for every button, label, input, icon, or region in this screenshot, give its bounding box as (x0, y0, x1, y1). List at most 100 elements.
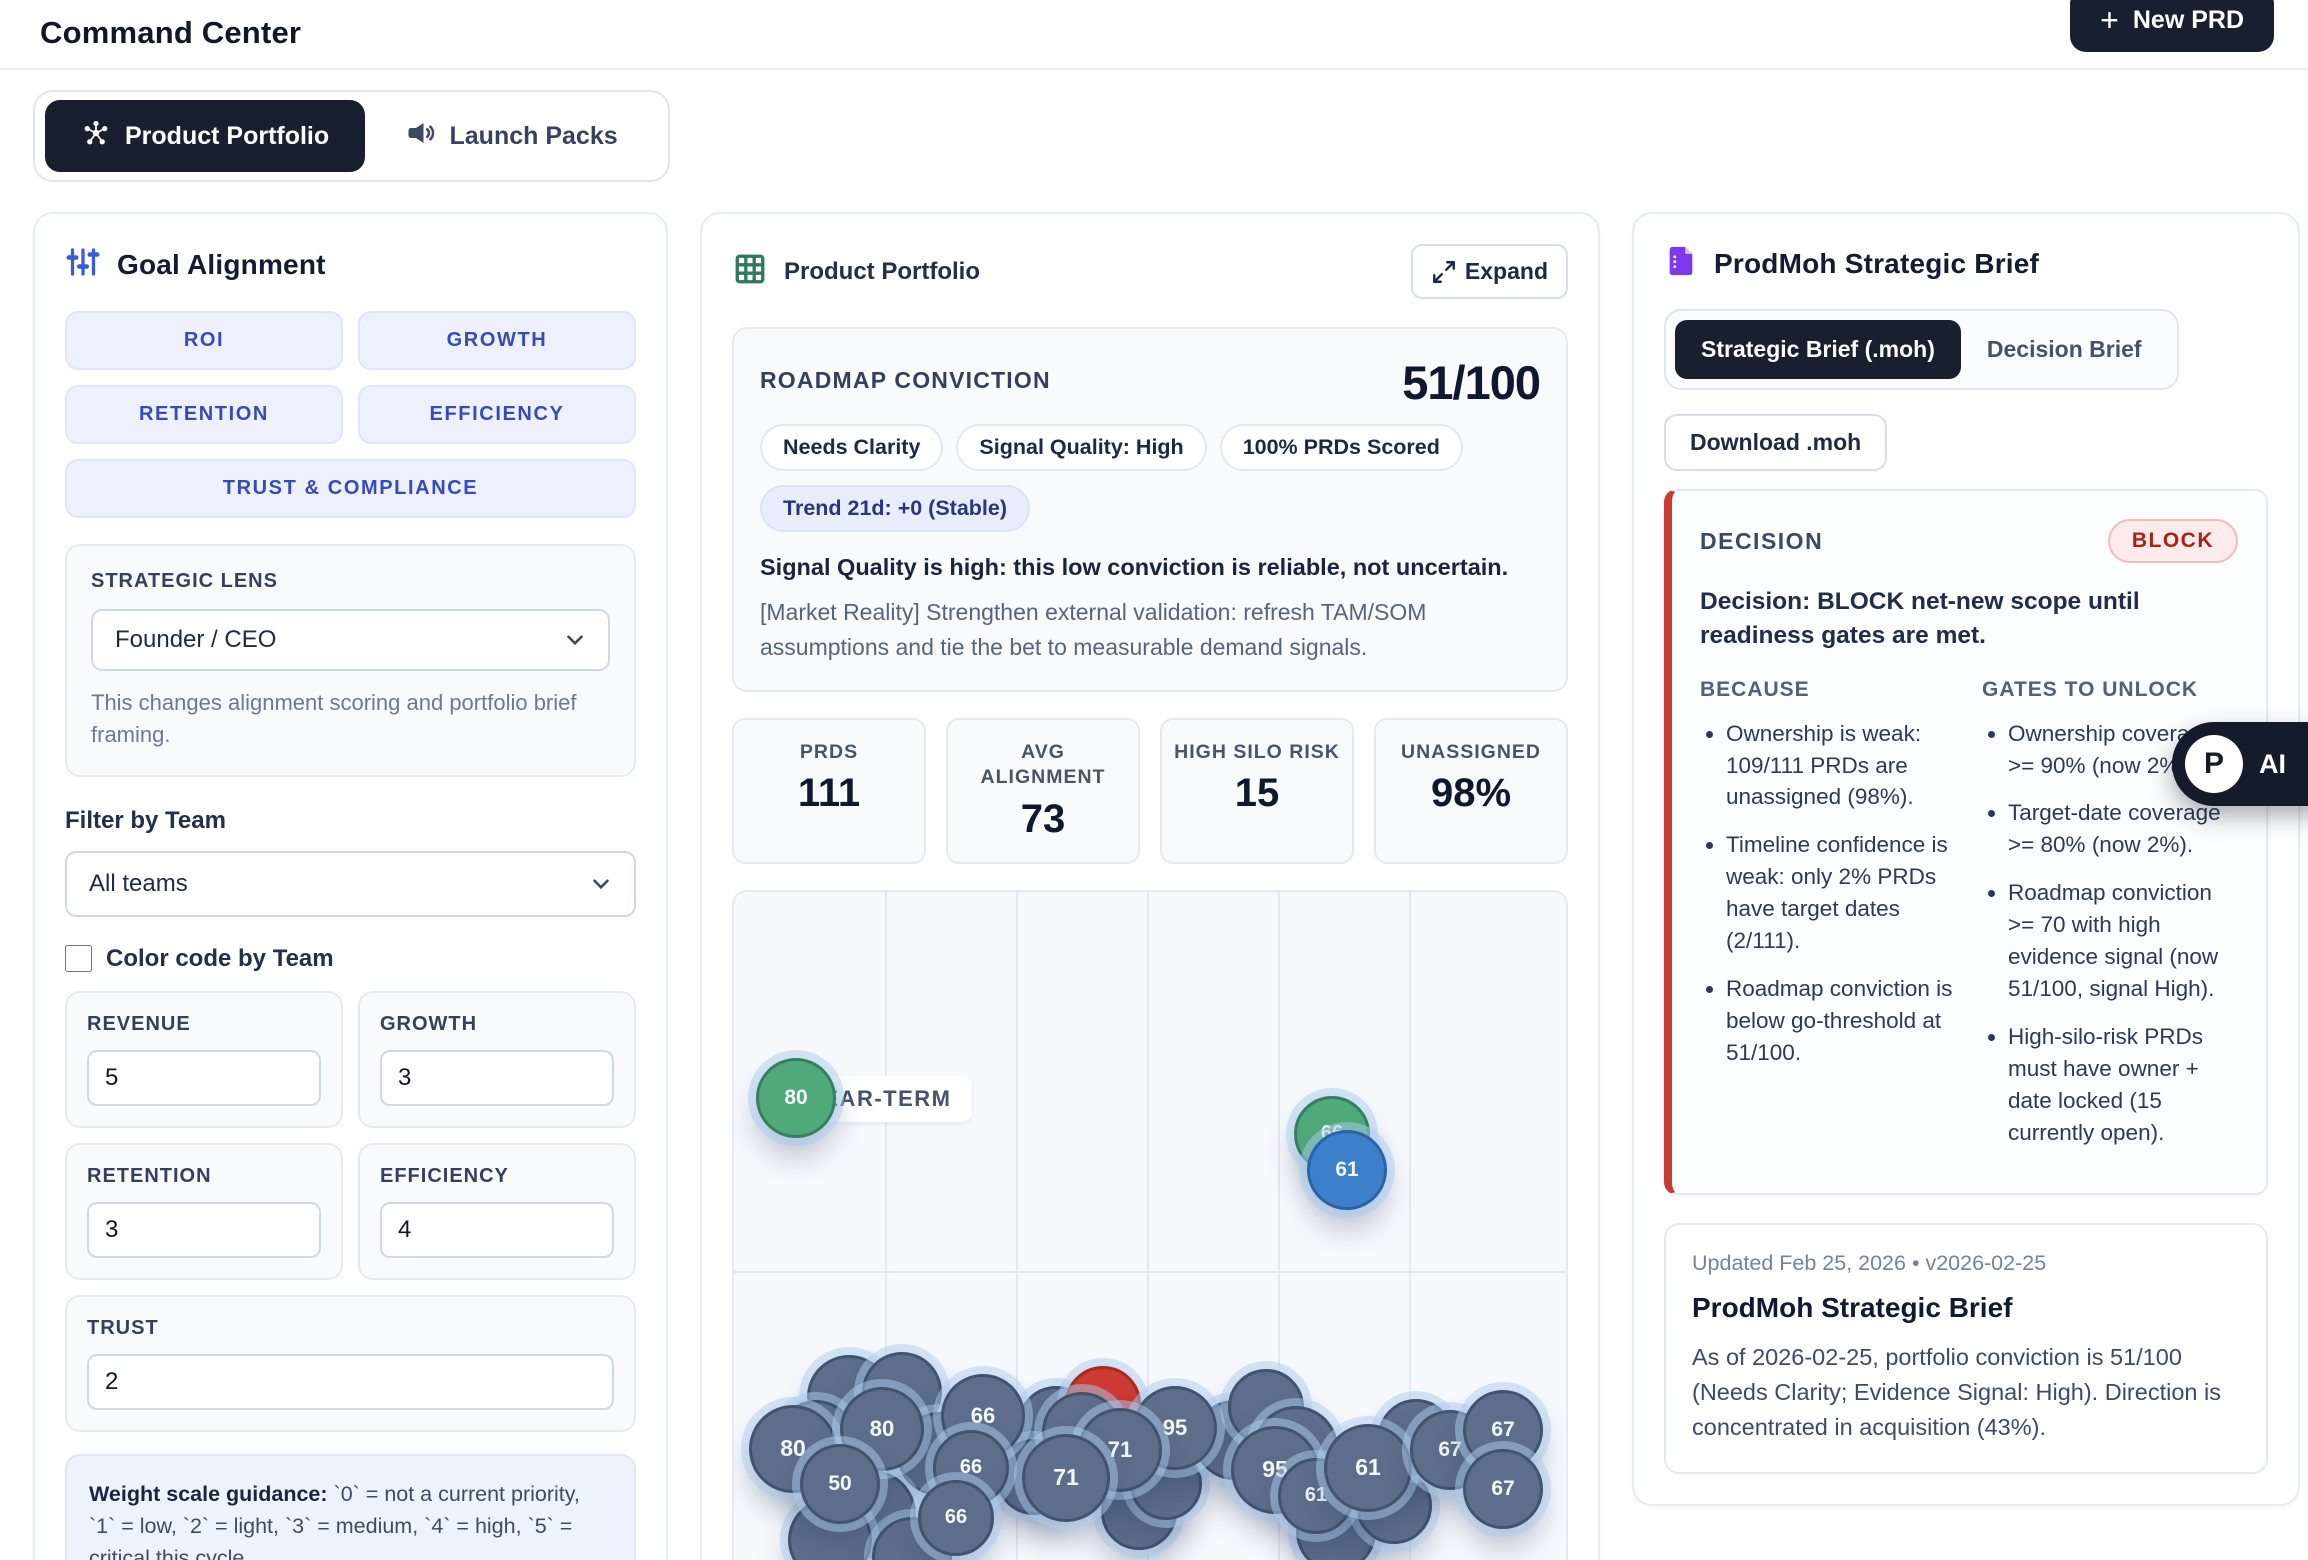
grid-icon (732, 251, 768, 292)
download-moh-button[interactable]: Download .moh (1664, 414, 1888, 471)
prd-bubble-71[interactable]: 71 (1022, 1433, 1110, 1522)
decision-statement: Decision: BLOCK net-new scope until read… (1700, 588, 2140, 650)
efficiency-weight-input[interactable] (380, 1201, 614, 1258)
bubble-score-label: 71 (1107, 1436, 1133, 1462)
color-code-label: Color code by Team (106, 944, 334, 972)
tab-decision-brief[interactable]: Decision Brief (1961, 320, 2168, 379)
tab-launch-packs[interactable]: Launch Packs (365, 118, 658, 155)
bubble-score-label: 80 (780, 1435, 806, 1462)
retention-weight-input[interactable] (87, 1201, 321, 1258)
ai-assistant-button[interactable]: P AI (2172, 722, 2308, 806)
goal-button-trust-compliance[interactable]: TRUST & COMPLIANCE (65, 459, 636, 518)
color-code-checkbox[interactable] (65, 945, 92, 973)
view-switcher: Product Portfolio Launch Packs (33, 90, 670, 182)
chart-gridline (1278, 891, 1280, 1560)
strategic-lens-label: STRATEGIC LENS (91, 570, 278, 592)
prd-bubble-61[interactable]: 61 (1324, 1423, 1412, 1512)
trust-weight-input[interactable] (87, 1353, 614, 1410)
goal-alignment-title: Goal Alignment (117, 248, 326, 280)
expand-button[interactable]: Expand (1410, 244, 1568, 299)
document-icon (1664, 244, 1698, 283)
bubble-score-label: 50 (828, 1471, 852, 1495)
badge-prds-scored: 100% PRDs Scored (1219, 424, 1463, 471)
bubble-score-label: 61 (1304, 1484, 1328, 1507)
portfolio-bubble-chart: NEAR-TERM 80 80 50 66 66 66 95 71 71 95 61 61 67 67 67… (732, 889, 1568, 1560)
tab-strategic-brief[interactable]: Strategic Brief (.moh) (1675, 320, 1961, 379)
roadmap-conviction-card: ROADMAP CONVICTION 51/100 Needs Clarity … (732, 327, 1568, 692)
new-prd-label: New PRD (2132, 5, 2244, 34)
bubble-score-label: 66 (970, 1402, 996, 1428)
weight-scale-guidance: Weight scale guidance: `0` = not a curre… (65, 1453, 636, 1560)
conviction-badges: Needs Clarity Signal Quality: High 100% … (760, 424, 1540, 471)
tab-label: Product Portfolio (125, 121, 330, 150)
conviction-score: 51/100 (1402, 356, 1541, 409)
plus-icon: + (2100, 2, 2119, 38)
goal-buttons: ROI GROWTH RETENTION EFFICIENCY TRUST & … (65, 311, 636, 518)
tab-label: Launch Packs (449, 121, 618, 150)
portfolio-stats: PRDS 111 AVG ALIGNMENT 73 HIGH SILO RISK… (732, 718, 1568, 864)
bubble-score-label: 66 (959, 1456, 983, 1479)
team-filter-select[interactable]: All teams (65, 850, 636, 917)
strategic-lens-helper: This changes alignment scoring and portf… (91, 690, 577, 747)
prd-bubble-61[interactable]: 61 (1307, 1129, 1387, 1210)
brief-updated-meta: Updated Feb 25, 2026 • v2026-02-25 (1692, 1250, 2047, 1275)
goal-button-efficiency[interactable]: EFFICIENCY (358, 385, 636, 444)
prd-bubble-67[interactable]: 67 (1463, 1448, 1543, 1529)
weight-card-growth: GROWTH (358, 990, 636, 1128)
decision-card: DECISION BLOCK Decision: BLOCK net-new s… (1664, 489, 2268, 1195)
gates-list: Ownership coverage >= 90% (now 2%).Targe… (1982, 718, 2238, 1149)
scatter-icon (81, 118, 111, 155)
because-item: Timeline confidence is weak: only 2% PRD… (1726, 829, 1956, 957)
because-item: Roadmap conviction is below go-threshold… (1726, 973, 1956, 1069)
prd-bubble-66[interactable]: 66 (918, 1479, 994, 1556)
bubble-score-label: 95 (1162, 1414, 1188, 1440)
gates-column: GATES TO UNLOCK Ownership coverage >= 90… (1982, 678, 2238, 1165)
prd-bubble-80[interactable]: 80 (756, 1057, 836, 1138)
chart-gridline (1409, 891, 1411, 1560)
goal-button-retention[interactable]: RETENTION (65, 385, 343, 444)
chart-gridline (734, 1270, 1566, 1273)
gate-item: High-silo-risk PRDs must have owner + da… (2008, 1021, 2238, 1149)
bubble-score-label: 80 (784, 1085, 808, 1109)
color-code-by-team-row: Color code by Team (65, 945, 636, 973)
strategic-lens-value: Founder / CEO (115, 626, 277, 653)
stat-high-silo-risk: HIGH SILO RISK 15 (1160, 718, 1354, 864)
conviction-headline: Signal Quality is high: this low convict… (760, 554, 1509, 580)
ai-avatar: P (2185, 735, 2243, 793)
bubble-score-label: 67 (1438, 1437, 1462, 1461)
top-bar: Command Center + New PRD (0, 0, 2308, 70)
filter-by-team-label: Filter by Team (65, 806, 226, 834)
megaphone-icon (406, 118, 436, 155)
revenue-weight-input[interactable] (87, 1049, 321, 1106)
stat-avg-alignment: AVG ALIGNMENT 73 (946, 718, 1140, 864)
weight-card-revenue: REVENUE (65, 990, 343, 1128)
bubble-score-label: 71 (1053, 1464, 1079, 1491)
portfolio-title: Product Portfolio (784, 257, 980, 285)
badge-needs-clarity: Needs Clarity (760, 424, 944, 471)
weight-inputs: REVENUE GROWTH RETENTION EFFICIENCY TRUS… (65, 990, 636, 1432)
strategic-lens-select[interactable]: Founder / CEO (91, 609, 610, 671)
weight-card-trust: TRUST (65, 1294, 636, 1432)
product-portfolio-panel: Product Portfolio Expand ROADMAP CONVICT… (700, 212, 1600, 1560)
bubble-score-label: 80 (869, 1415, 895, 1441)
chart-gridline (1016, 891, 1018, 1560)
weight-card-retention: RETENTION (65, 1142, 343, 1280)
team-filter-value: All teams (89, 869, 188, 897)
gate-item: Target-date coverage >= 80% (now 2%). (2008, 797, 2238, 861)
main-content: Goal Alignment ROI GROWTH RETENTION EFFI… (0, 182, 2308, 1560)
new-prd-button[interactable]: + New PRD (2070, 0, 2274, 52)
sliders-icon (65, 244, 101, 285)
conviction-label: ROADMAP CONVICTION (760, 367, 1051, 393)
conviction-recommendation: [Market Reality] Strengthen external val… (760, 599, 1427, 660)
growth-weight-input[interactable] (380, 1049, 614, 1106)
tab-product-portfolio[interactable]: Product Portfolio (45, 100, 366, 172)
because-item: Ownership is weak: 109/111 PRDs are unas… (1726, 718, 1956, 814)
bubble-score-label: 67 (1491, 1417, 1515, 1441)
goal-button-growth[interactable]: GROWTH (358, 311, 636, 370)
chevron-down-icon (567, 635, 583, 646)
goal-button-roi[interactable]: ROI (65, 311, 343, 370)
strategic-lens-card: STRATEGIC LENS Founder / CEO This change… (65, 544, 636, 777)
bubble-score-label: 61 (1355, 1454, 1381, 1481)
badge-signal-quality: Signal Quality: High (956, 424, 1207, 471)
prd-bubble-50[interactable]: 50 (800, 1443, 880, 1524)
